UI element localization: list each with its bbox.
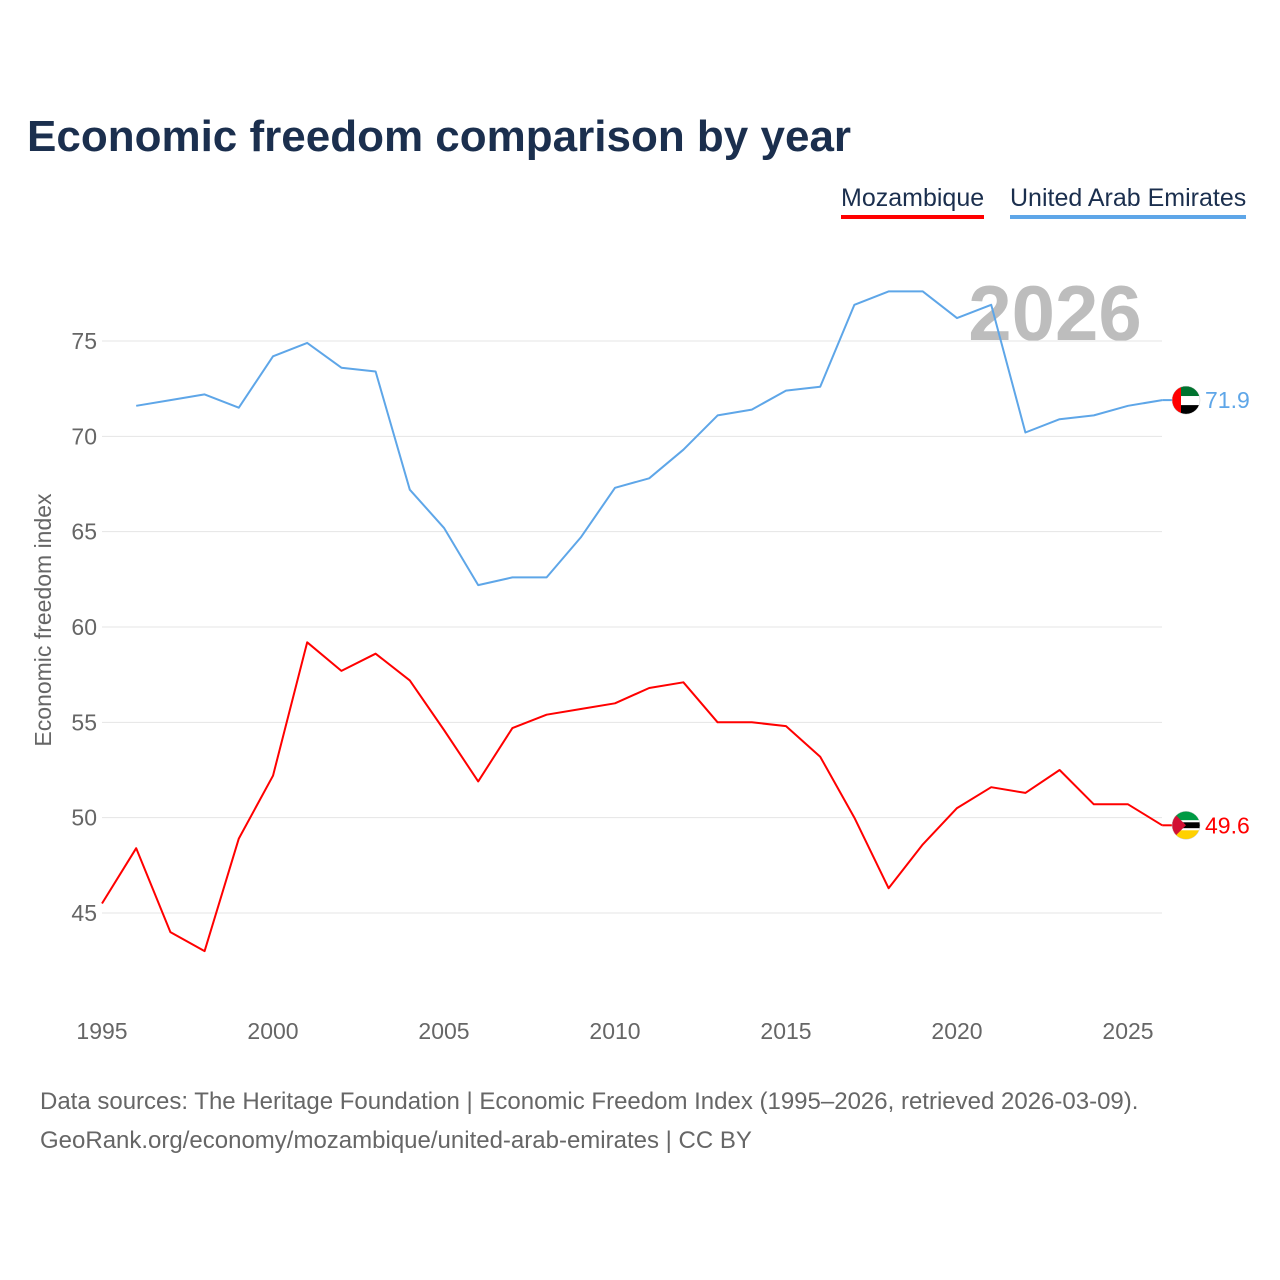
flag-stripe (1172, 830, 1200, 840)
y-tick-label: 70 (71, 423, 97, 449)
series-line-united-arab-emirates (136, 290, 1163, 587)
x-tick-label: 2010 (589, 1018, 640, 1044)
y-axis-label: Economic freedom index (30, 493, 56, 747)
flag-icon (1171, 385, 1201, 415)
legend-mozambique[interactable]: Mozambique (841, 184, 985, 219)
footer-sources: Data sources: The Heritage Foundation | … (40, 1088, 1139, 1115)
y-tick-label: 55 (71, 709, 97, 735)
flag-stripe (1172, 386, 1181, 415)
end-value-label: 49.6 (1205, 812, 1250, 838)
flag-stripe (1172, 396, 1200, 406)
y-tick-label: 65 (71, 519, 97, 545)
y-tick-label: 75 (71, 328, 97, 354)
x-tick-label: 2015 (760, 1018, 811, 1044)
y-tick-label: 45 (71, 900, 97, 926)
flag-stripe (1172, 820, 1200, 823)
x-tick-label: 2025 (1102, 1018, 1153, 1044)
legend-uae[interactable]: United Arab Emirates (1010, 184, 1247, 219)
chart-title: Economic freedom comparison by year (27, 112, 852, 161)
flag-stripe (1172, 828, 1200, 831)
flag-stripe (1172, 405, 1200, 415)
x-tick-label: 2000 (247, 1018, 298, 1044)
x-tick-label: 2020 (931, 1018, 982, 1044)
y-tick-label: 60 (71, 614, 97, 640)
series-line-mozambique (101, 641, 1163, 953)
footer-credit: GeoRank.org/economy/mozambique/united-ar… (40, 1127, 752, 1154)
year-watermark: 2026 (968, 269, 1142, 357)
flag-icon (1171, 811, 1201, 840)
flag-triangle (1172, 811, 1186, 840)
x-tick-label: 2005 (418, 1018, 469, 1044)
flag-stripe (1172, 386, 1200, 397)
end-value-label: 71.9 (1205, 387, 1250, 413)
y-tick-label: 50 (71, 805, 97, 831)
flag-stripe (1172, 811, 1200, 821)
x-tick-label: 1995 (76, 1018, 127, 1044)
